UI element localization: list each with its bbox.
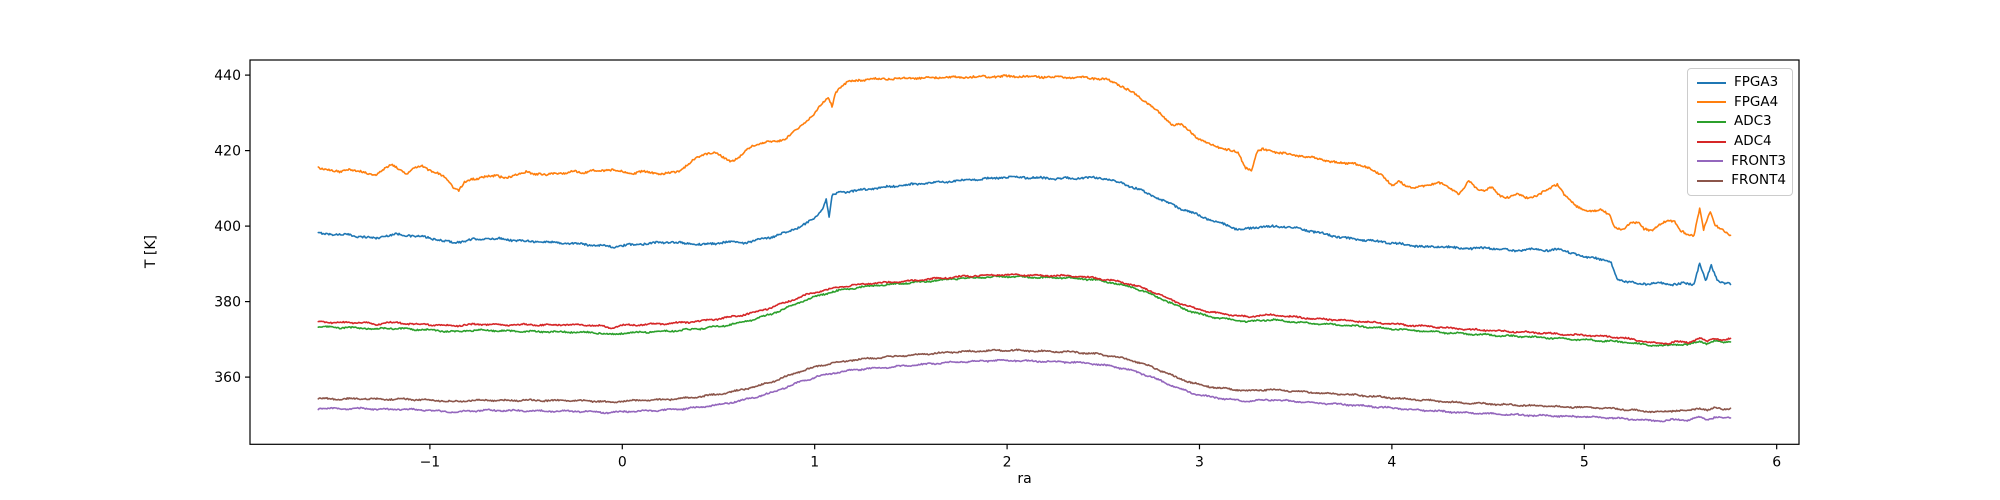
series-line-FRONT4: [317, 348, 1732, 414]
legend-label: FPGA3: [1734, 74, 1779, 91]
y-tick-label: 360: [214, 370, 241, 386]
series-line-FPGA3: [317, 175, 1732, 287]
y-tick-label: 380: [214, 295, 241, 311]
legend-line-sample-FRONT3: [1697, 160, 1724, 163]
legend-line-sample-FPGA4: [1697, 101, 1726, 104]
legend-item-ADC3: ADC3: [1697, 113, 1786, 131]
y-tick-label: 420: [214, 144, 241, 160]
legend-line-sample-ADC4: [1697, 140, 1726, 143]
x-tick-label: 2: [1003, 454, 1012, 470]
legend-line-sample-FPGA3: [1697, 81, 1726, 84]
y-axis-label-wrap: T [K]: [138, 60, 164, 444]
legend-item-FRONT3: FRONT3: [1697, 152, 1786, 170]
x-tick-label: 5: [1580, 454, 1589, 470]
x-tick-label: 1: [810, 454, 819, 470]
legend-item-ADC4: ADC4: [1697, 133, 1786, 151]
legend: FPGA3 FPGA4 ADC3 ADC4 FRONT3 FRONT4: [1687, 68, 1793, 196]
legend-line-sample-FRONT4: [1697, 180, 1724, 183]
legend-label: ADC4: [1734, 133, 1772, 150]
legend-label: FPGA4: [1734, 93, 1779, 110]
x-axis-label: ra: [1017, 471, 1032, 487]
legend-label: FRONT3: [1731, 152, 1786, 169]
x-tick-label: 3: [1195, 454, 1204, 470]
series-line-FPGA4: [317, 74, 1732, 238]
series-line-ADC4: [317, 273, 1732, 345]
series-line-FRONT3: [317, 358, 1732, 423]
x-tick-label: 4: [1387, 454, 1396, 470]
legend-item-FPGA3: FPGA3: [1697, 74, 1786, 92]
x-tick-label: 6: [1772, 454, 1781, 470]
x-tick-label: −1: [420, 454, 441, 470]
legend-item-FPGA4: FPGA4: [1697, 93, 1786, 111]
y-axis-label: T [K]: [143, 235, 159, 269]
legend-label: ADC3: [1734, 113, 1772, 130]
legend-label: FRONT4: [1731, 172, 1786, 189]
x-tick-label: 0: [618, 454, 627, 470]
axes-border: [249, 59, 1800, 445]
series-line-ADC3: [317, 274, 1732, 347]
y-tick-label: 400: [214, 219, 241, 235]
legend-item-FRONT4: FRONT4: [1697, 172, 1786, 190]
y-tick-label: 440: [214, 68, 241, 84]
legend-line-sample-ADC3: [1697, 121, 1726, 124]
